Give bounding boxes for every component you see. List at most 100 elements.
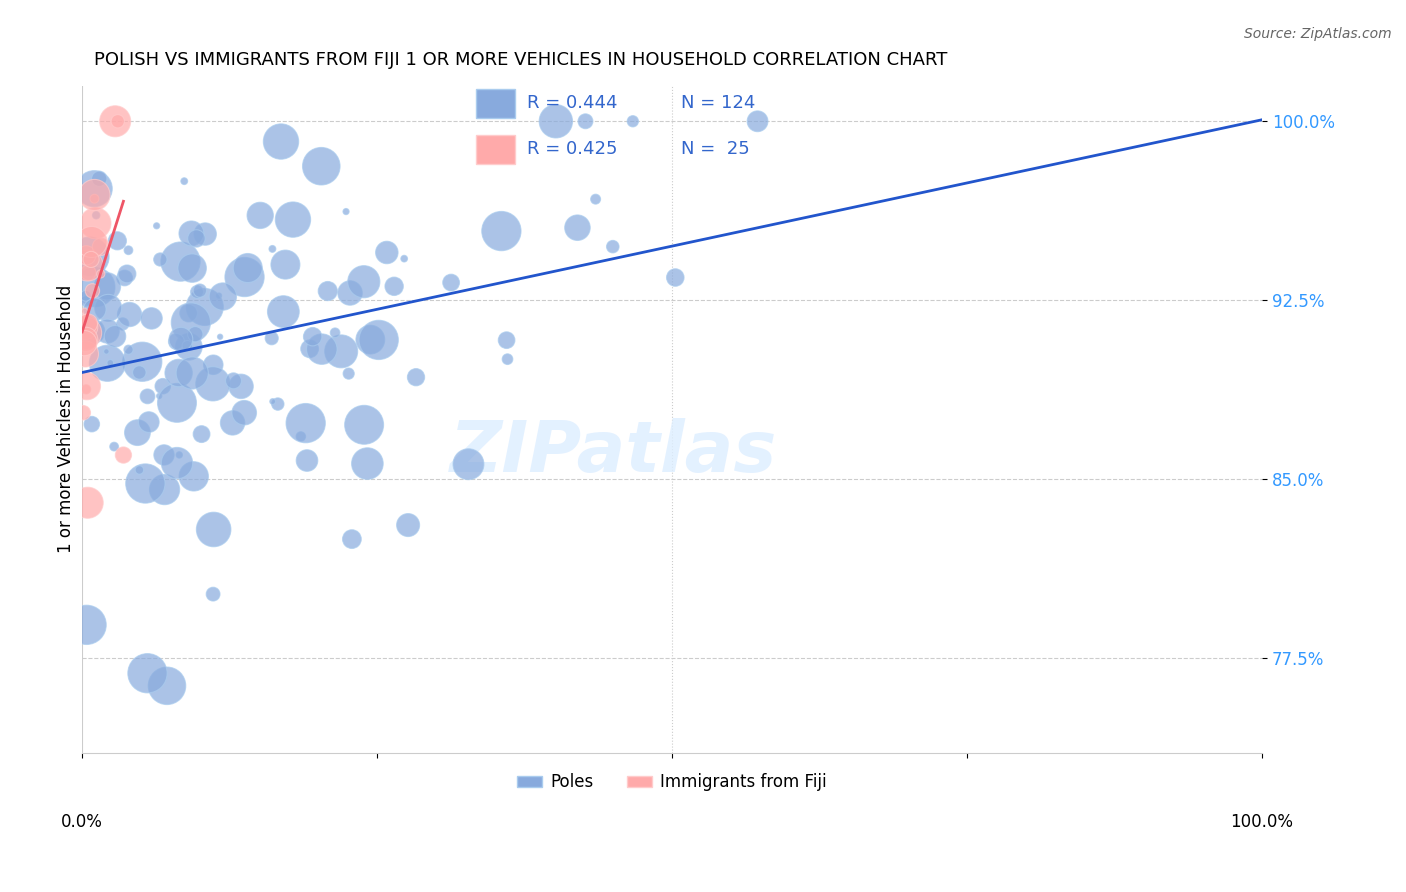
Poles [212,289,235,303]
Poles [136,389,159,403]
Poles [574,114,596,128]
Poles [311,159,333,173]
Poles [221,416,243,430]
Poles [128,366,150,380]
FancyBboxPatch shape [475,88,515,118]
Immigrants from Fiji [107,114,129,128]
Poles [117,343,139,357]
Poles [392,252,415,266]
Poles [208,288,231,302]
Poles [165,334,187,349]
Poles [367,333,389,347]
Immigrants from Fiji [73,336,96,351]
Poles [75,294,97,309]
Poles [145,219,167,233]
Poles [316,284,339,298]
Poles [166,396,188,410]
Poles [496,352,519,367]
Immigrants from Fiji [90,240,112,254]
Poles [188,284,211,298]
Poles [202,358,225,372]
Poles [249,208,271,222]
Text: 100.0%: 100.0% [1230,813,1294,830]
Poles [664,270,686,285]
Poles [117,244,139,258]
Immigrants from Fiji [73,304,96,318]
Immigrants from Fiji [77,317,100,331]
Poles [194,300,217,314]
Poles [76,618,98,632]
Poles [177,340,200,354]
Immigrants from Fiji [75,326,97,340]
Immigrants from Fiji [84,216,107,230]
Poles [96,279,118,293]
Poles [294,416,316,430]
Poles [440,276,463,290]
Poles [190,427,212,442]
Poles [233,406,256,420]
Poles [353,275,375,289]
Poles [83,182,105,196]
Poles [274,258,297,272]
Poles [236,260,259,275]
Poles [96,324,118,338]
Poles [131,355,153,369]
Immigrants from Fiji [72,406,94,420]
Text: 0.0%: 0.0% [62,813,103,830]
Poles [82,325,104,339]
Immigrants from Fiji [83,192,105,206]
Poles [103,440,125,454]
Poles [180,316,202,330]
Legend: Poles, Immigrants from Fiji: Poles, Immigrants from Fiji [510,767,834,798]
Poles [267,397,290,411]
Text: ZIPatlas: ZIPatlas [450,418,776,487]
Poles [209,330,232,344]
Text: N = 124: N = 124 [681,94,755,112]
Poles [301,329,323,343]
Poles [111,317,134,331]
Poles [491,224,513,238]
Poles [186,231,208,245]
Poles [83,302,105,317]
Immigrants from Fiji [80,235,103,249]
Poles [96,356,118,370]
Immigrants from Fiji [75,382,97,396]
Immigrants from Fiji [83,188,105,202]
Text: N =  25: N = 25 [681,140,749,159]
Poles [141,311,163,326]
Poles [337,367,360,381]
FancyBboxPatch shape [475,135,515,164]
Poles [273,304,295,318]
Poles [202,523,225,537]
Poles [544,114,567,128]
Poles [152,379,174,393]
Immigrants from Fiji [75,320,97,334]
Immigrants from Fiji [75,347,97,361]
Poles [127,425,149,440]
Poles [153,448,176,462]
Poles [339,285,361,300]
Poles [359,333,381,347]
Poles [115,267,138,281]
Poles [166,456,188,470]
Immigrants from Fiji [76,496,98,510]
Poles [153,483,176,497]
Poles [183,469,205,483]
Poles [396,518,419,533]
Poles [156,679,179,693]
Poles [136,666,159,681]
Poles [96,344,118,359]
Poles [356,457,378,471]
Poles [98,356,121,370]
Poles [173,174,195,188]
Poles [295,453,318,467]
Poles [176,339,198,353]
Poles [180,227,202,241]
Poles [222,374,245,388]
Poles [181,261,204,276]
Poles [281,212,304,227]
Poles [75,289,97,303]
Poles [170,332,193,346]
Poles [84,280,107,294]
Poles [118,308,141,322]
